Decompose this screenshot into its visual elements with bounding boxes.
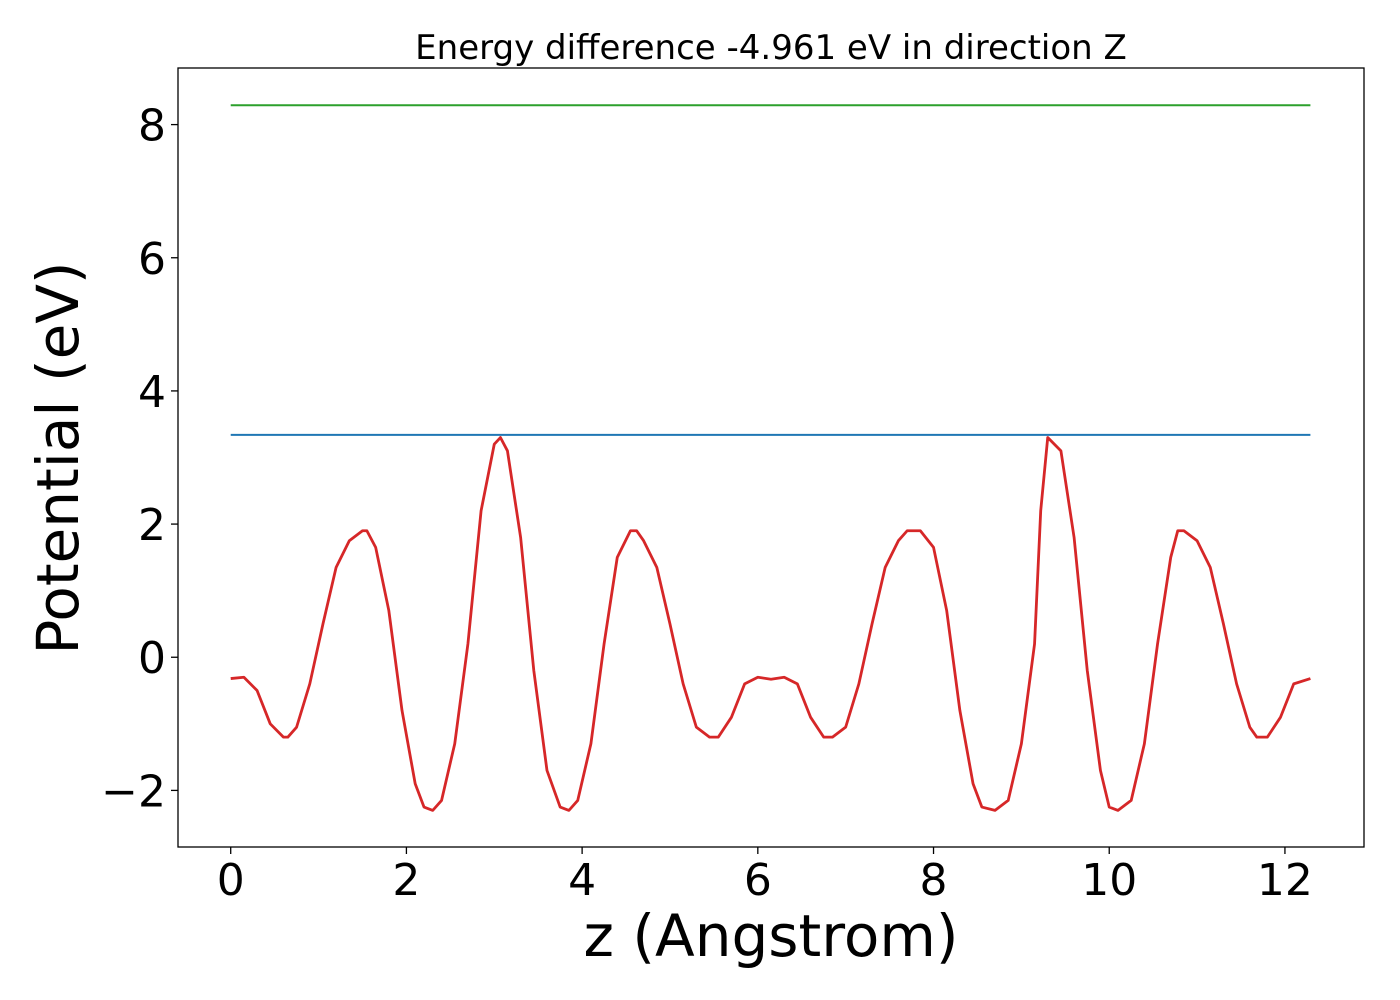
x-tick-label: 0 [217,855,245,906]
y-tick-label: 6 [138,234,166,285]
y-tick-label: 4 [138,367,166,418]
x-tick-label: 12 [1257,855,1313,906]
plot-area: 0 2 4 6 8 10 12 −2 0 2 4 6 8 [101,67,1365,906]
x-tick-label: 10 [1081,855,1137,906]
y-tick-label: −2 [101,766,166,817]
y-tick-label: 0 [138,633,166,684]
y-axis-label: Potential (eV) [24,261,92,654]
series-line-2 [230,436,1311,812]
y-tick-label: 8 [138,101,166,152]
x-tick-label: 2 [392,855,420,906]
chart-title: Energy difference -4.961 eV in direction… [415,28,1127,68]
axes-frame [177,67,1365,848]
y-tick-label: 2 [138,500,166,551]
x-axis-label: z (Angstrom) [584,902,959,970]
x-tick-label: 4 [568,855,596,906]
x-tick-label: 8 [920,855,948,906]
x-tick-label: 6 [744,855,772,906]
